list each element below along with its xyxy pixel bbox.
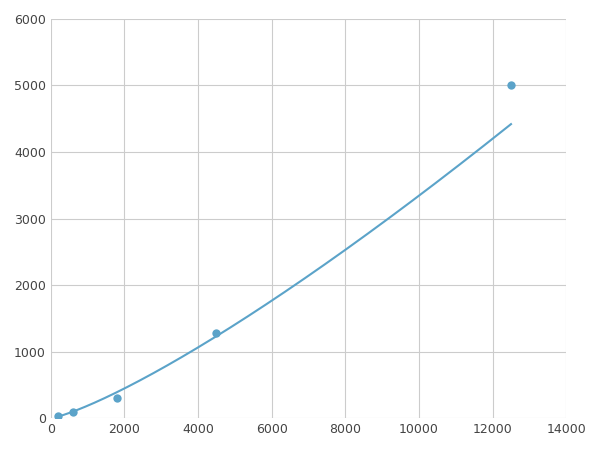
Point <box>112 394 122 401</box>
Point <box>53 413 63 420</box>
Point <box>212 329 221 337</box>
Point <box>506 82 516 89</box>
Point <box>68 409 77 416</box>
